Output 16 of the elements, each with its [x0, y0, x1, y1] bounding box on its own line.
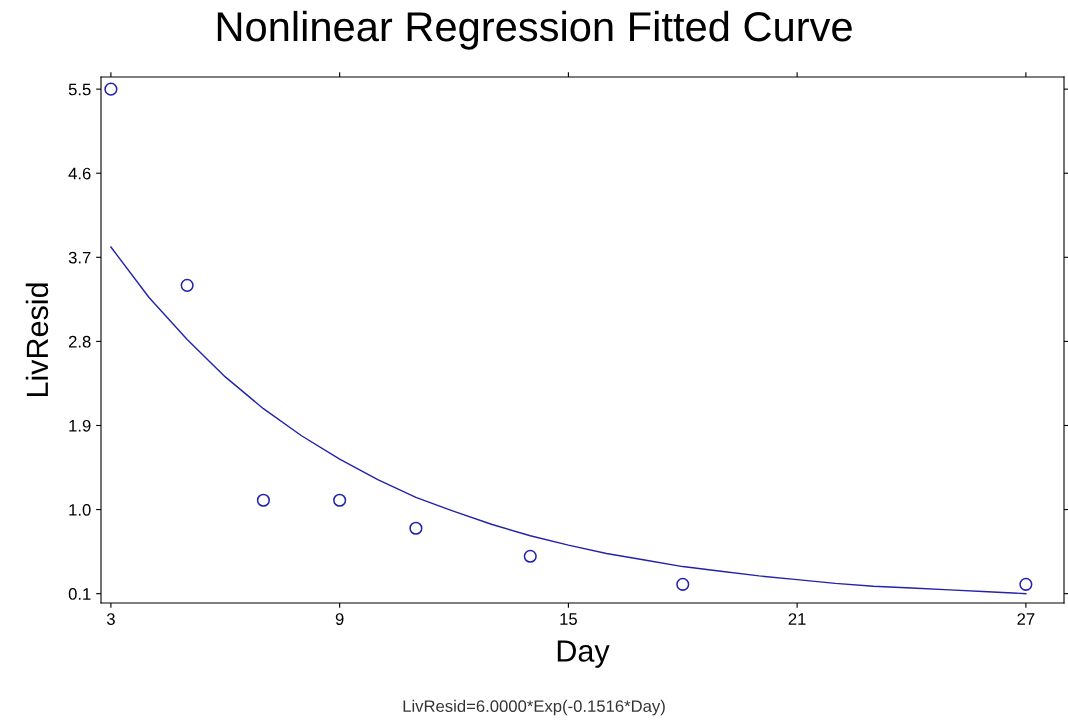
x-tick-label: 21 — [788, 613, 806, 625]
y-tick-label: 1.0 — [69, 503, 91, 516]
x-tick-label: 15 — [560, 613, 577, 625]
x-tick-label: 9 — [335, 613, 344, 625]
y-tick-label: 5.5 — [68, 83, 91, 96]
text: LivResid=6.0000*Exp(-0.1516*Day) — [403, 699, 665, 716]
x-tick-label: 27 — [1017, 613, 1035, 625]
chart-title: Nonlinear Regression Fitted Curve — [217, 10, 852, 50]
y-tick-label: 4.6 — [68, 167, 91, 180]
y-tick-label: 0.1 — [68, 588, 91, 600]
y-tick-label: 3.7 — [68, 251, 91, 264]
y-tick-label: 2.8 — [68, 335, 91, 348]
y-axis-title: LivResid — [25, 283, 49, 397]
x-tick-label: 3 — [106, 613, 115, 625]
y-tick-label: 1.9 — [69, 419, 91, 432]
x-axis-title: Day — [557, 640, 610, 668]
